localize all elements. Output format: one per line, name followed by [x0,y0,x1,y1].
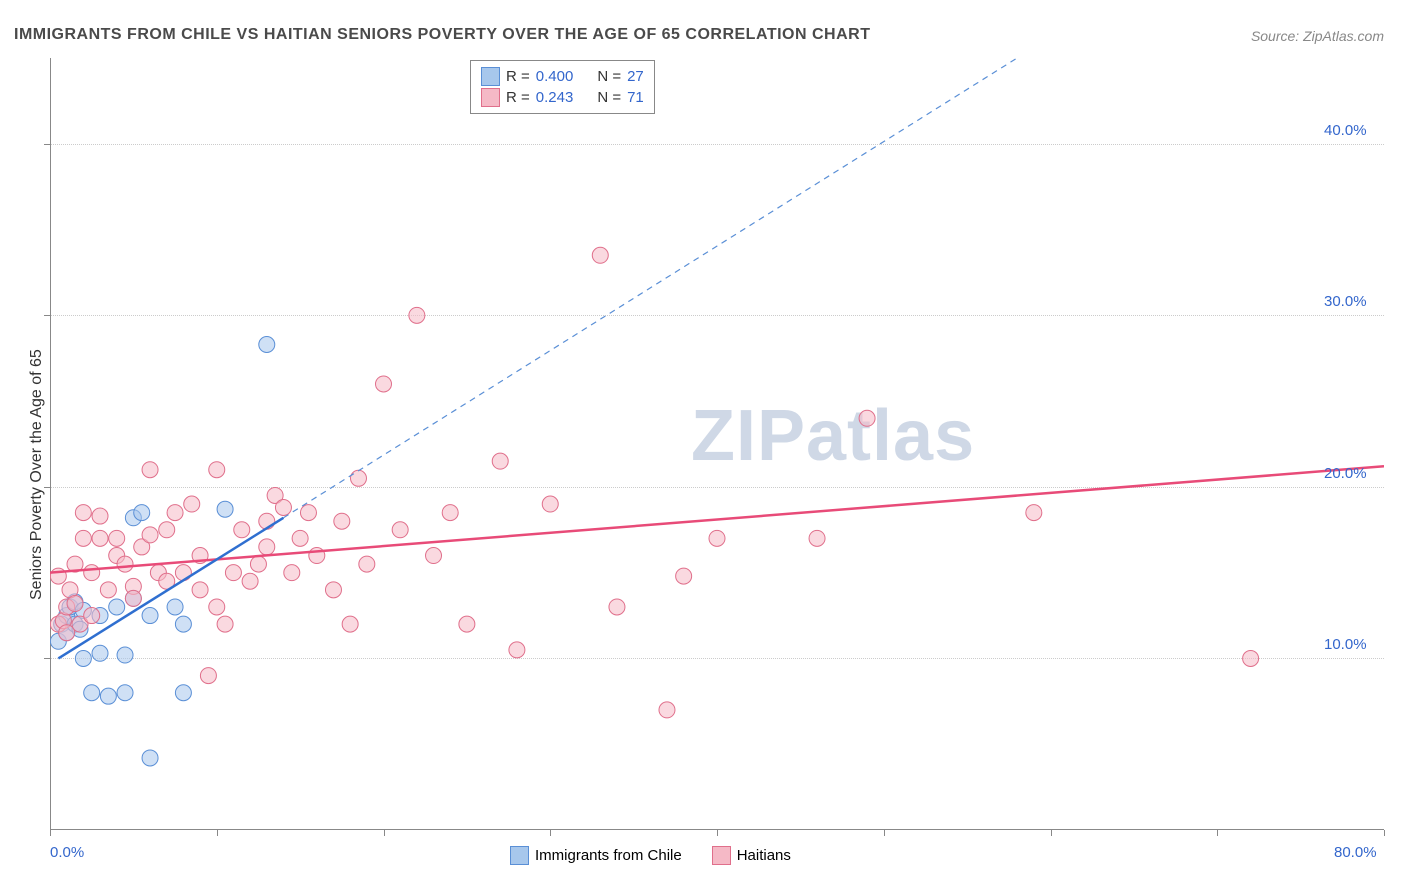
chile-point [259,336,275,352]
x-tick-mark [50,830,51,836]
haitians-point [234,522,250,538]
x-tick-mark [217,830,218,836]
haitians-point [492,453,508,469]
haitians-point [1026,505,1042,521]
haitians-point [334,513,350,529]
y-tick-mark [44,315,50,316]
haitians-point [184,496,200,512]
haitians-point [259,539,275,555]
chile-point [134,505,150,521]
x-tick-mark [1384,830,1385,836]
y-tick-label: 20.0% [1324,465,1367,482]
haitians-point [592,247,608,263]
haitians-point [325,582,341,598]
haitians-point [509,642,525,658]
haitians-point [1243,650,1259,666]
haitians-point [284,565,300,581]
chile-point [100,688,116,704]
haitians-point [167,505,183,521]
haitians-point [809,530,825,546]
haitians-point [676,568,692,584]
haitians-point [84,608,100,624]
y-tick-mark [44,487,50,488]
chile-point [117,647,133,663]
haitians-point [142,462,158,478]
haitians-point [300,505,316,521]
x-tick-mark [717,830,718,836]
haitians-point [200,668,216,684]
haitians-point [75,505,91,521]
chile-point [84,685,100,701]
haitians-point [217,616,233,632]
chile-point [142,750,158,766]
x-tick-mark [1217,830,1218,836]
haitians-point [92,530,108,546]
x-tick-label-right: 80.0% [1334,844,1377,861]
x-tick-mark [550,830,551,836]
x-tick-mark [384,830,385,836]
chile-point [109,599,125,615]
haitians-point [225,565,241,581]
haitians-point [392,522,408,538]
haitians-point [459,616,475,632]
chile-point [75,650,91,666]
trend-line-chile-extrapolated [283,58,1017,518]
haitians-point [609,599,625,615]
haitians-point [709,530,725,546]
haitians-point [159,522,175,538]
haitians-point [350,470,366,486]
haitians-point [100,582,116,598]
haitians-point [275,499,291,515]
x-tick-mark [884,830,885,836]
haitians-point [409,307,425,323]
chile-point [175,685,191,701]
chile-point [142,608,158,624]
haitians-point [359,556,375,572]
haitians-point [426,548,442,564]
y-tick-label: 30.0% [1324,293,1367,310]
haitians-point [659,702,675,718]
haitians-point [242,573,258,589]
haitians-point [192,582,208,598]
haitians-point [125,590,141,606]
haitians-point [109,530,125,546]
haitians-point [292,530,308,546]
chile-point [167,599,183,615]
y-tick-label: 10.0% [1324,636,1367,653]
haitians-point [75,530,91,546]
haitians-point [342,616,358,632]
y-tick-mark [44,658,50,659]
haitians-point [92,508,108,524]
haitians-point [542,496,558,512]
haitians-point [175,565,191,581]
chile-point [117,685,133,701]
haitians-point [376,376,392,392]
x-tick-label-left: 0.0% [50,844,84,861]
haitians-point [442,505,458,521]
haitians-point [142,527,158,543]
haitians-point [250,556,266,572]
haitians-point [117,556,133,572]
haitians-point [209,462,225,478]
x-tick-mark [1051,830,1052,836]
chart-svg [0,0,1406,892]
chile-point [175,616,191,632]
chile-point [217,501,233,517]
haitians-point [84,565,100,581]
trend-line-haitians [50,466,1384,572]
chile-point [92,645,108,661]
y-tick-label: 40.0% [1324,122,1367,139]
haitians-point [67,596,83,612]
haitians-point [859,410,875,426]
haitians-point [209,599,225,615]
y-tick-mark [44,144,50,145]
